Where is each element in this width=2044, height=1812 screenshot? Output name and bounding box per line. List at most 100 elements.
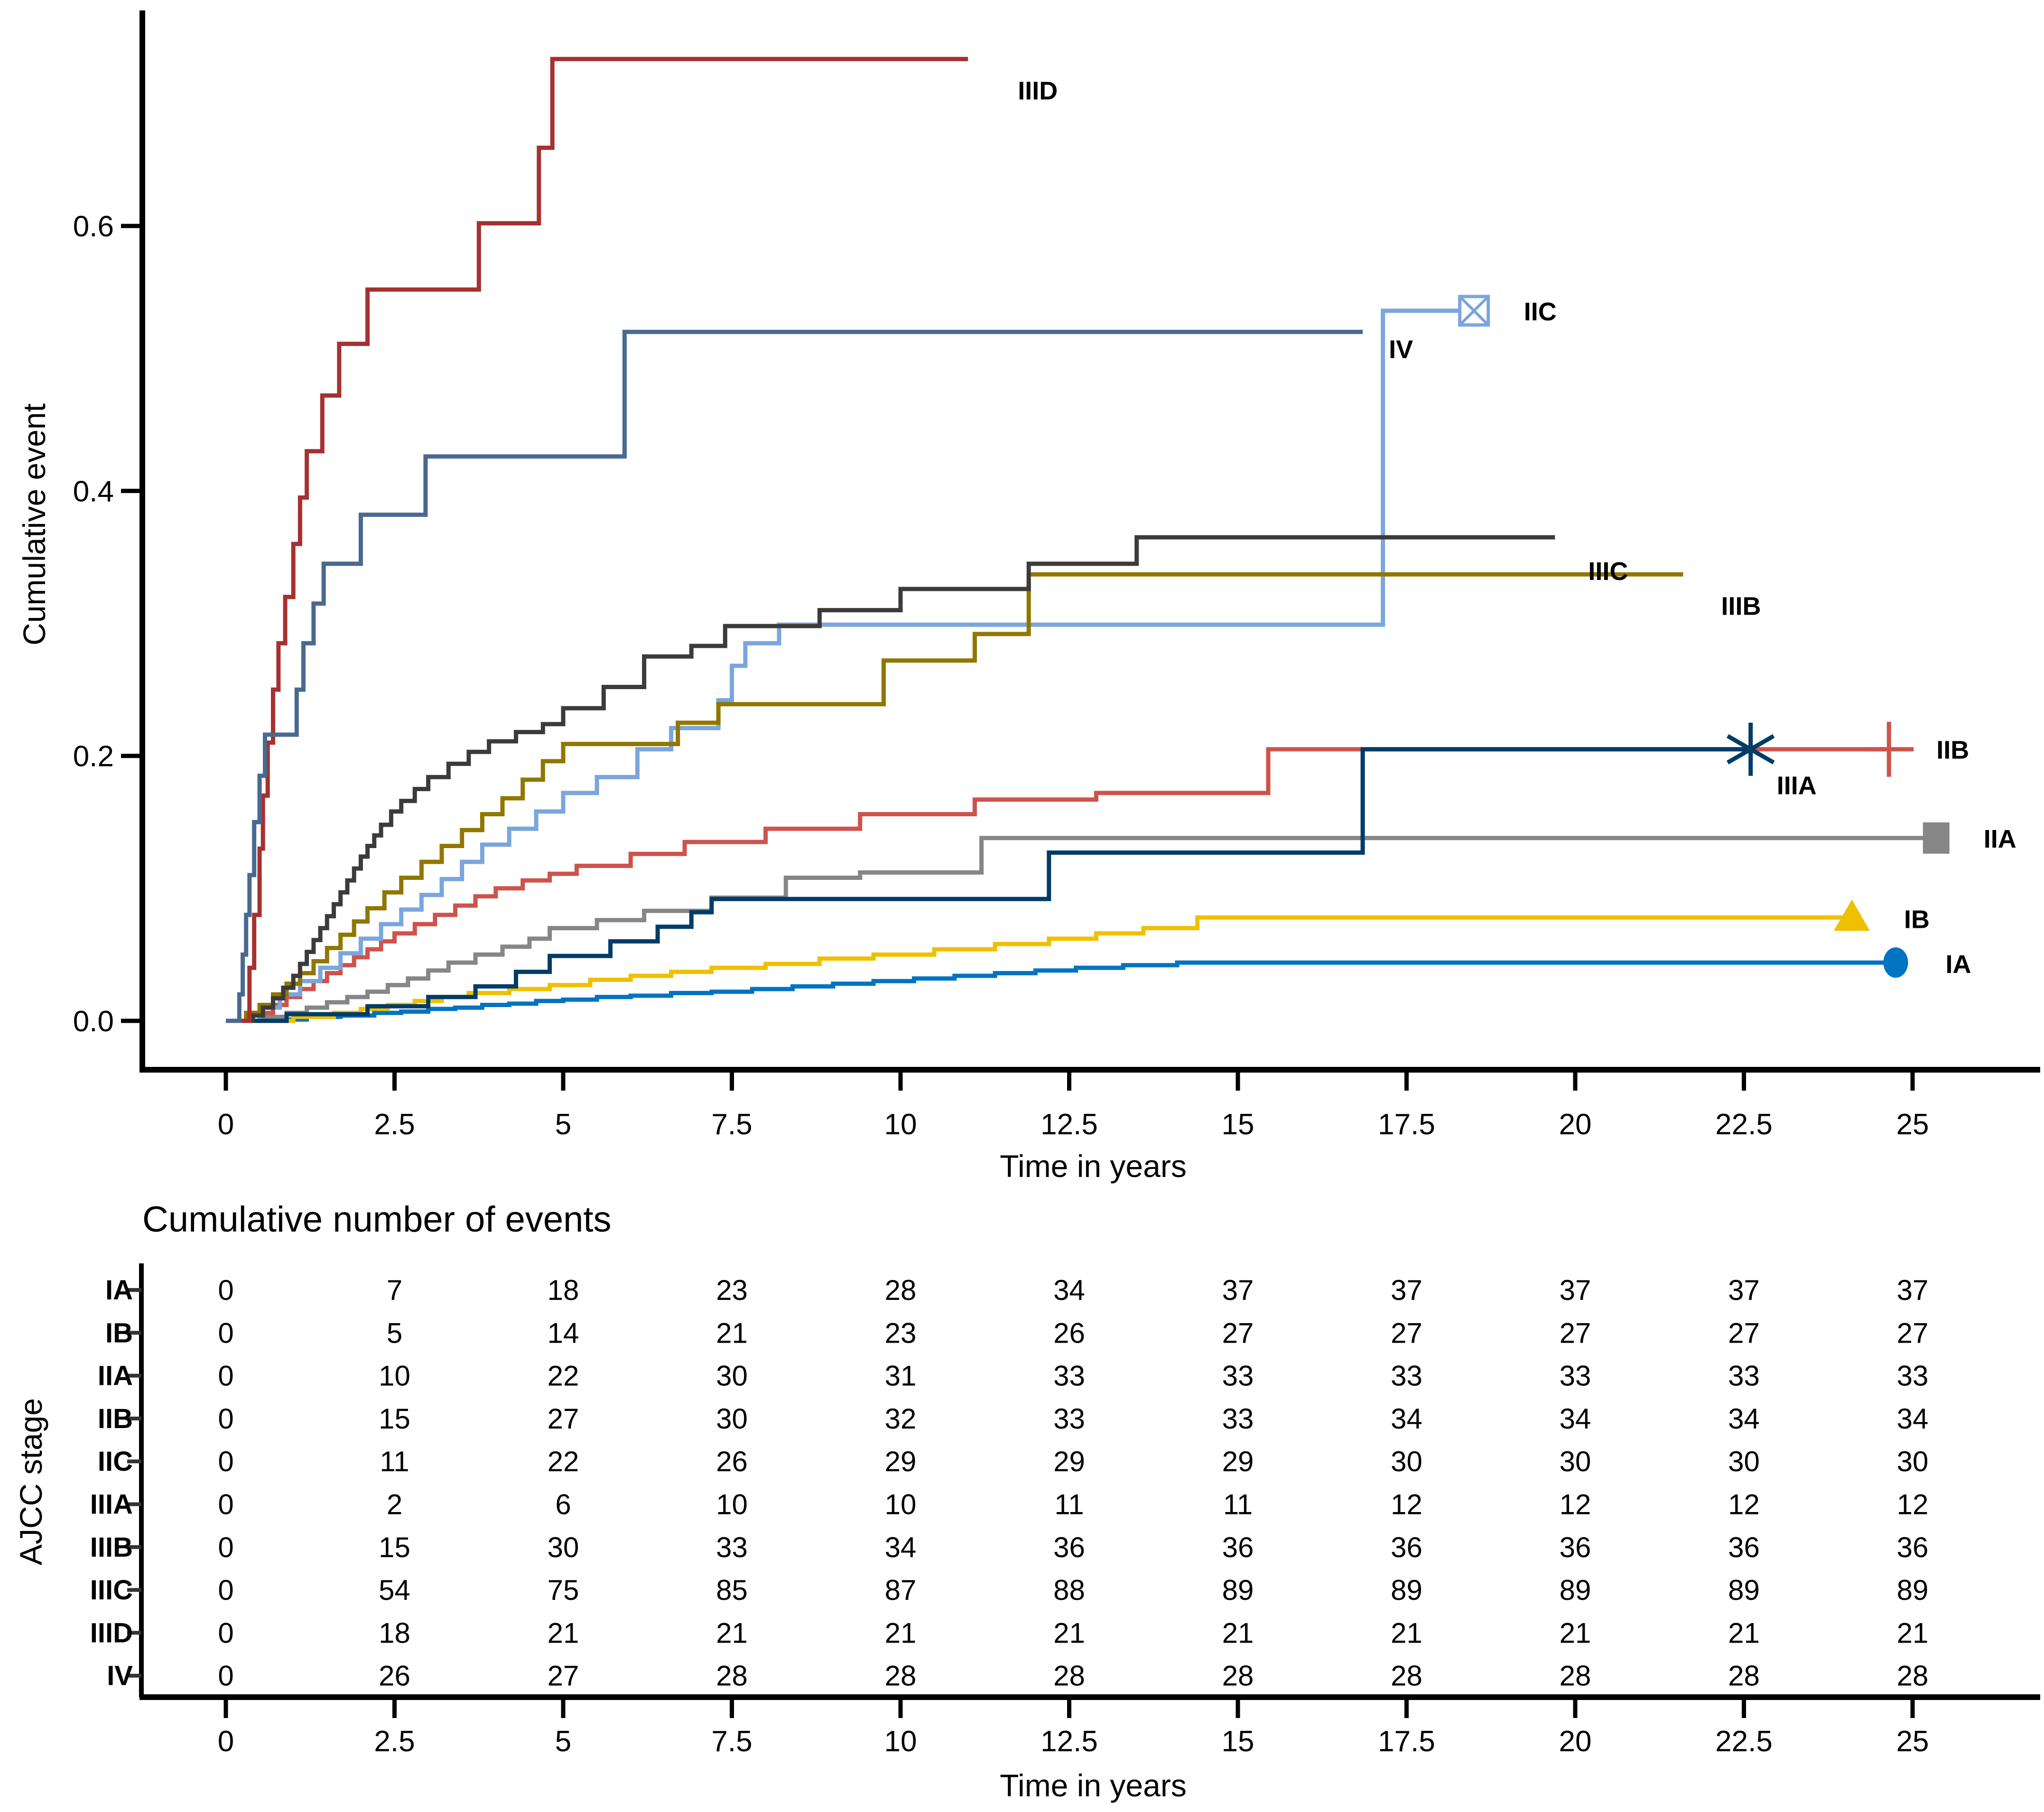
table-cell: 89 bbox=[1560, 1574, 1591, 1606]
table-cell: 27 bbox=[1728, 1317, 1760, 1349]
table-cell: 21 bbox=[1391, 1617, 1422, 1649]
table-cell: 28 bbox=[885, 1274, 917, 1306]
table-x-tick-label: 17.5 bbox=[1378, 1725, 1435, 1758]
table-cell: 75 bbox=[548, 1574, 579, 1606]
row-label-IV: IV bbox=[107, 1661, 133, 1691]
table-cell: 6 bbox=[555, 1489, 571, 1521]
x-tick-label: 0 bbox=[218, 1108, 234, 1141]
table-cell: 30 bbox=[1897, 1446, 1929, 1477]
end-marker-square-x-IIC bbox=[1459, 295, 1489, 326]
row-label-IIC: IIC bbox=[98, 1446, 133, 1477]
table-cell: 87 bbox=[885, 1574, 917, 1606]
row-label-IIB: IIB bbox=[98, 1403, 133, 1434]
table-cell: 30 bbox=[1728, 1446, 1760, 1477]
table-cell: 36 bbox=[1391, 1532, 1422, 1563]
series-line-IIID bbox=[226, 56, 968, 1023]
table-cell: 36 bbox=[1897, 1532, 1929, 1563]
x-tick-label: 17.5 bbox=[1378, 1108, 1435, 1141]
table-x-tick-label: 15 bbox=[1222, 1725, 1254, 1758]
table-cell: 88 bbox=[1053, 1574, 1085, 1606]
table-cell: 18 bbox=[548, 1274, 579, 1306]
row-label-IA: IA bbox=[105, 1275, 133, 1306]
table-cell: 54 bbox=[379, 1574, 410, 1606]
table-cell: 0 bbox=[218, 1403, 233, 1435]
table-cell: 33 bbox=[716, 1532, 748, 1563]
table-cell: 11 bbox=[1223, 1489, 1253, 1521]
table-cell: 33 bbox=[1053, 1360, 1085, 1392]
table-x-tick-label: 0 bbox=[218, 1725, 234, 1758]
table-row-IIA: IIA 0 10 22 30 31 33 33 33 33 33 33 bbox=[98, 1360, 1929, 1392]
curve-label-IA: IA bbox=[1945, 950, 1971, 979]
curve-label-IIIB: IIIB bbox=[1721, 592, 1761, 620]
table-cell: 2 bbox=[387, 1489, 402, 1521]
table-cell: 0 bbox=[218, 1317, 233, 1349]
table-cell: 26 bbox=[379, 1660, 410, 1692]
table-cell: 0 bbox=[218, 1617, 233, 1649]
table-cell: 28 bbox=[1391, 1660, 1422, 1692]
table-cell: 89 bbox=[1897, 1574, 1929, 1606]
x-tick-label: 15 bbox=[1222, 1108, 1254, 1141]
y-tick-label: 0.2 bbox=[73, 740, 114, 773]
table-cell: 30 bbox=[716, 1360, 748, 1392]
table-x-tick-label: 5 bbox=[555, 1725, 571, 1758]
table-cell: 21 bbox=[885, 1617, 917, 1649]
table-cell: 27 bbox=[1391, 1317, 1422, 1349]
table-cell: 27 bbox=[1560, 1317, 1591, 1349]
table-cell: 30 bbox=[548, 1532, 579, 1563]
table-row-IIIB: IIIB 0 15 30 33 34 36 36 36 36 36 36 bbox=[90, 1532, 1929, 1563]
table-cell: 27 bbox=[1897, 1317, 1929, 1349]
table-cell: 28 bbox=[716, 1660, 748, 1692]
table-cell: 21 bbox=[1728, 1617, 1760, 1649]
table-cell: 28 bbox=[1560, 1660, 1591, 1692]
table-row-IIID: IIID 0 18 21 21 21 21 21 21 21 21 21 bbox=[90, 1617, 1929, 1649]
series-line-IIIC bbox=[226, 535, 1555, 1023]
table-cell: 37 bbox=[1728, 1274, 1760, 1306]
table-title: Cumulative number of events bbox=[142, 1199, 611, 1240]
table-cell: 33 bbox=[1728, 1360, 1760, 1392]
table-cell: 33 bbox=[1053, 1403, 1085, 1435]
table-cell: 29 bbox=[1053, 1446, 1085, 1477]
table-cell: 89 bbox=[1391, 1574, 1422, 1606]
table-cell: 27 bbox=[1222, 1317, 1254, 1349]
table-cell: 12 bbox=[1391, 1489, 1422, 1521]
table-cell: 34 bbox=[1728, 1403, 1760, 1435]
table-cell: 21 bbox=[1897, 1617, 1929, 1649]
table-cell: 0 bbox=[218, 1660, 233, 1692]
y-tick-label: 0.4 bbox=[73, 475, 114, 508]
table-x-tick-label: 10 bbox=[884, 1725, 917, 1758]
table-cell: 33 bbox=[1222, 1403, 1254, 1435]
table-x-tick-label: 7.5 bbox=[711, 1725, 752, 1758]
table-row-IIIA: IIIA 0 2 6 10 10 11 11 12 12 12 12 bbox=[90, 1489, 1929, 1521]
table-cell: 28 bbox=[885, 1660, 917, 1692]
table-cell: 21 bbox=[1560, 1617, 1591, 1649]
series-line-IIB bbox=[226, 747, 1889, 1023]
table-cell: 33 bbox=[1560, 1360, 1591, 1392]
table-cell: 0 bbox=[218, 1532, 233, 1563]
table-cell: 21 bbox=[716, 1617, 748, 1649]
table-cell: 85 bbox=[716, 1574, 748, 1606]
table-cell: 33 bbox=[1222, 1360, 1254, 1392]
table-row-IV: IV 0 26 27 28 28 28 28 28 28 28 28 bbox=[107, 1660, 1928, 1692]
table-cell: 21 bbox=[548, 1617, 579, 1649]
table-cell: 34 bbox=[885, 1532, 917, 1563]
table-cell: 34 bbox=[1391, 1403, 1422, 1435]
y-axis-ticks: 0.0 0.2 0.4 0.6 bbox=[73, 210, 142, 1038]
table-cell: 22 bbox=[548, 1446, 579, 1477]
curve-label-IIID: IIID bbox=[1018, 76, 1058, 105]
table-cell: 28 bbox=[1897, 1660, 1929, 1692]
table-cell: 15 bbox=[379, 1403, 410, 1435]
table-cell: 26 bbox=[1053, 1317, 1085, 1349]
table-cell: 21 bbox=[1222, 1617, 1254, 1649]
series-end-markers bbox=[1458, 295, 1950, 978]
table-cell: 23 bbox=[716, 1274, 748, 1306]
table-cell: 10 bbox=[885, 1489, 917, 1521]
table-row-IIIC: IIIC 0 54 75 85 87 88 89 89 89 89 89 bbox=[90, 1574, 1929, 1606]
x-tick-label: 5 bbox=[555, 1108, 571, 1141]
table-cell: 37 bbox=[1897, 1274, 1929, 1306]
y-axis-title: Cumulative event bbox=[17, 403, 52, 645]
row-label-IIID: IIID bbox=[90, 1617, 133, 1648]
table-x-tick-label: 20 bbox=[1559, 1725, 1592, 1758]
table-x-tick-label: 22.5 bbox=[1715, 1725, 1773, 1758]
